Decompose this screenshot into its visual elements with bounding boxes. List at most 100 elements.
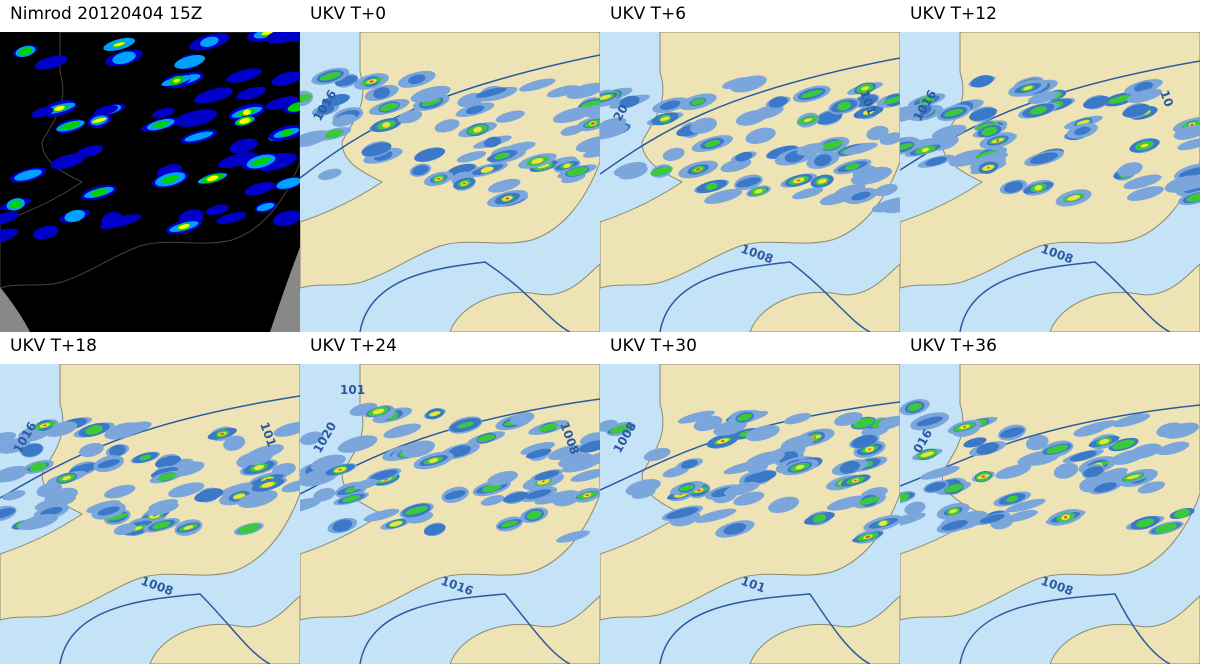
rain — [2, 490, 26, 501]
rain — [518, 78, 556, 92]
rain — [733, 491, 765, 506]
rain — [1117, 162, 1143, 177]
rain — [251, 157, 271, 166]
rain — [29, 462, 47, 472]
rain — [697, 489, 701, 492]
rain — [62, 475, 72, 481]
rain — [216, 211, 247, 225]
rain — [1066, 194, 1081, 201]
rain — [866, 125, 889, 141]
rain — [217, 152, 258, 169]
land — [449, 263, 600, 332]
rain — [1074, 126, 1091, 136]
rain — [1000, 463, 1032, 477]
rain — [925, 481, 947, 492]
rain — [546, 85, 580, 98]
rain — [1034, 184, 1043, 191]
rain — [505, 197, 510, 200]
rain — [370, 469, 398, 481]
rain — [996, 139, 1000, 142]
panel-title: UKV T+12 — [910, 4, 997, 24]
rain — [0, 508, 16, 520]
rain — [819, 190, 858, 206]
rain — [900, 512, 926, 527]
rain — [970, 75, 994, 88]
isobar — [359, 261, 571, 332]
rain — [1155, 523, 1178, 533]
rain — [1073, 423, 1107, 437]
map-panel: UKV T+18 1016 1008 101 — [0, 332, 300, 664]
rain — [300, 136, 320, 147]
rain — [363, 508, 400, 522]
rain — [239, 118, 251, 124]
rain — [534, 491, 573, 505]
rain — [316, 105, 335, 115]
rain — [389, 521, 403, 527]
rain — [462, 182, 466, 185]
rain — [36, 482, 63, 498]
panel-title: Nimrod 20120404 15Z — [10, 4, 203, 24]
rain — [85, 425, 103, 435]
rain — [590, 122, 595, 125]
rain — [677, 410, 715, 424]
rain — [1137, 481, 1166, 494]
rain — [920, 451, 935, 458]
map-panel: UKV T+6 20 1008 101 — [600, 0, 900, 332]
rain — [843, 142, 878, 155]
rain — [139, 454, 152, 461]
rain — [563, 163, 571, 168]
rain — [229, 138, 258, 154]
rain — [721, 440, 725, 442]
rain — [976, 442, 999, 455]
rain — [766, 145, 798, 159]
rain — [184, 131, 214, 142]
rain — [558, 452, 593, 468]
rain — [735, 151, 753, 162]
rain — [154, 455, 182, 468]
rain — [273, 421, 300, 437]
rain — [566, 166, 588, 177]
rain — [931, 124, 967, 140]
rain — [50, 153, 85, 170]
rain — [372, 408, 385, 415]
rain — [18, 513, 59, 531]
map-panel: UKV T+30 1008 101 — [600, 332, 900, 664]
rain — [54, 105, 65, 111]
rain — [243, 448, 274, 465]
rain — [650, 166, 673, 176]
rain — [750, 105, 784, 120]
rain — [839, 461, 860, 474]
rain — [660, 116, 670, 121]
rain — [900, 143, 914, 151]
rain — [666, 507, 699, 520]
rain — [941, 520, 968, 531]
rain — [704, 188, 743, 204]
rain — [319, 72, 341, 81]
rain — [332, 114, 357, 127]
rain — [244, 181, 275, 196]
rain — [383, 423, 422, 439]
rain — [465, 105, 485, 115]
land — [600, 364, 900, 621]
rain — [206, 175, 219, 182]
rain — [480, 495, 505, 506]
rain — [97, 459, 120, 469]
rain — [542, 480, 545, 483]
rain — [168, 482, 205, 498]
rain — [575, 135, 600, 153]
map-panel: Nimrod 20120404 15Z — [0, 0, 300, 332]
rain — [795, 464, 805, 470]
rain — [525, 489, 552, 500]
rain — [242, 109, 251, 116]
rain — [560, 125, 584, 136]
rain — [113, 523, 137, 536]
rain — [1177, 138, 1200, 151]
isobar — [359, 593, 571, 664]
rain — [690, 117, 717, 134]
rain — [1173, 124, 1200, 140]
rain — [538, 423, 559, 432]
rain — [974, 151, 1008, 166]
rain — [495, 110, 525, 123]
rain — [174, 54, 206, 69]
